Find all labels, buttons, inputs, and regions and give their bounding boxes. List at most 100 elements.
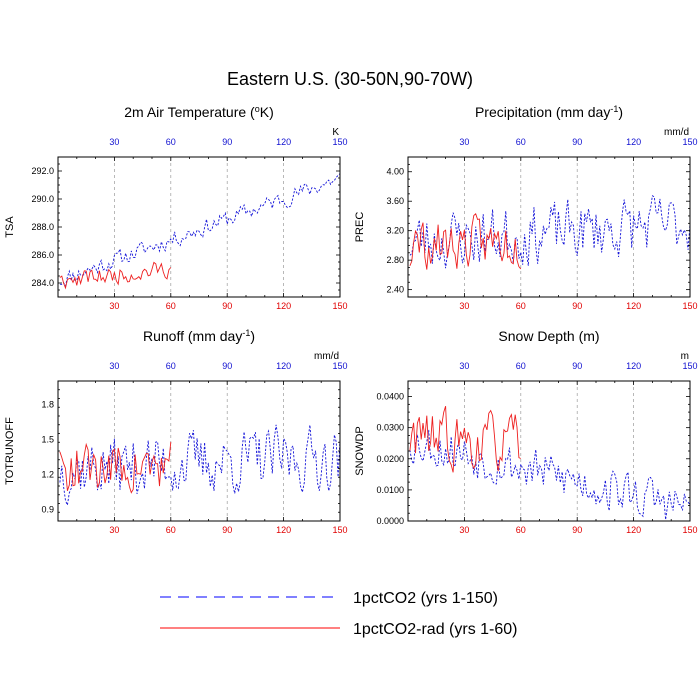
plot-frame xyxy=(57,380,341,522)
x-tick-label-top: 90 xyxy=(572,361,582,371)
panel-snowdp: Snow Depth (m) m 30 30 60 60 90 90 120 120 150 150 0… xyxy=(354,328,698,535)
y-tick-label: 292.0 xyxy=(31,166,54,176)
x-tick-label: 150 xyxy=(682,525,697,535)
panel-title: Snow Depth (m) xyxy=(498,328,599,344)
x-tick-label: 120 xyxy=(276,301,291,311)
x-tick-label: 30 xyxy=(459,301,469,311)
unit-label: mm/d xyxy=(314,351,339,362)
y-tick-label: 3.60 xyxy=(386,196,404,206)
x-tick-label-top: 30 xyxy=(109,361,119,371)
panel-title-end: ) xyxy=(618,104,623,120)
plot-frame xyxy=(407,380,691,522)
series-line-rad xyxy=(59,441,172,494)
x-tick-label: 30 xyxy=(109,301,119,311)
x-tick-label: 120 xyxy=(626,301,641,311)
x-tick-label-top: 120 xyxy=(276,137,291,147)
y-tick-label: 1.5 xyxy=(41,434,54,444)
x-tick-label: 30 xyxy=(459,525,469,535)
y-axis-label: PREC xyxy=(354,212,366,243)
x-tick-label-top: 150 xyxy=(332,137,347,147)
series-line-1pctCO2 xyxy=(59,424,341,507)
unit-label: mm/d xyxy=(664,127,689,138)
series-line-1pctCO2 xyxy=(409,195,691,269)
y-tick-label: 3.20 xyxy=(386,226,404,236)
x-tick-label-top: 150 xyxy=(682,361,697,371)
legend: 1pctCO2 (yrs 1-150) 1pctCO2-rad (yrs 1-6… xyxy=(160,590,518,638)
x-tick-label: 60 xyxy=(166,301,176,311)
y-tick-label: 290.0 xyxy=(31,194,54,204)
x-tick-label: 60 xyxy=(516,525,526,535)
panel-title-sup: o xyxy=(255,104,260,114)
x-tick-label-top: 60 xyxy=(516,137,526,147)
y-axis-label: SNOWDP xyxy=(354,426,366,476)
x-tick-label: 150 xyxy=(332,525,347,535)
x-tick-label-top: 90 xyxy=(222,361,232,371)
panel-totrunoff: Runoff (mm day-1) mm/d 30 30 60 60 90 90 120 120 1… xyxy=(4,328,348,535)
x-tick-label: 60 xyxy=(516,301,526,311)
y-axis-label: TOTRUNOFF xyxy=(4,417,16,485)
x-tick-label-top: 120 xyxy=(626,361,641,371)
y-tick-label: 2.40 xyxy=(386,285,404,295)
y-axis-label: TSA xyxy=(4,216,16,238)
panels: 2m Air Temperature (oK) K 30 30 60 60 90 90 120 1… xyxy=(4,104,698,535)
series-line-rad xyxy=(409,405,521,473)
series-line-1pctCO2 xyxy=(59,173,341,288)
panel-tsa: 2m Air Temperature (oK) K 30 30 60 60 90 90 120 1… xyxy=(4,104,348,311)
figure-title: Eastern U.S. (30-50N,90-70W) xyxy=(227,69,473,89)
panel-title-end: ) xyxy=(250,328,255,344)
x-tick-label: 30 xyxy=(109,525,119,535)
y-tick-label: 1.8 xyxy=(41,399,54,409)
y-tick-label: 0.9 xyxy=(41,504,54,514)
x-tick-label: 90 xyxy=(572,525,582,535)
unit-label: K xyxy=(332,127,339,138)
x-tick-label: 150 xyxy=(332,301,347,311)
series-line-rad xyxy=(59,261,172,290)
y-tick-label: 0.0200 xyxy=(376,454,404,464)
x-tick-label-top: 120 xyxy=(626,137,641,147)
panel-title-main: 2m Air Temperature ( xyxy=(124,104,255,120)
panel-title-sup: -1 xyxy=(610,104,618,114)
x-tick-label-top: 60 xyxy=(166,361,176,371)
x-tick-label-top: 60 xyxy=(166,137,176,147)
legend-label-1pctCO2: 1pctCO2 (yrs 1-150) xyxy=(353,590,498,607)
panel-title-main: Snow Depth (m) xyxy=(498,328,599,344)
panel-title-sup: -1 xyxy=(242,328,250,338)
x-tick-label: 60 xyxy=(166,525,176,535)
x-tick-label-top: 150 xyxy=(682,137,697,147)
plot-frame xyxy=(407,156,691,298)
y-tick-label: 0.0000 xyxy=(376,516,404,526)
x-tick-label-top: 30 xyxy=(109,137,119,147)
x-tick-label-top: 60 xyxy=(516,361,526,371)
panel-prec: Precipitation (mm day-1) mm/d 30 30 60 60 90 90… xyxy=(354,104,698,311)
panel-title-main: Precipitation (mm day xyxy=(475,104,610,120)
x-tick-label: 90 xyxy=(222,525,232,535)
x-tick-label-top: 30 xyxy=(459,361,469,371)
legend-label-rad: 1pctCO2-rad (yrs 1-60) xyxy=(353,621,518,638)
series-line-rad xyxy=(409,213,522,270)
x-tick-label-top: 90 xyxy=(572,137,582,147)
y-tick-label: 2.80 xyxy=(386,255,404,265)
x-tick-label-top: 90 xyxy=(222,137,232,147)
x-tick-label: 90 xyxy=(222,301,232,311)
panel-title: 2m Air Temperature (oK) xyxy=(124,104,273,120)
y-tick-label: 0.0400 xyxy=(376,392,404,402)
y-tick-label: 4.00 xyxy=(386,167,404,177)
x-tick-label: 150 xyxy=(682,301,697,311)
x-tick-label: 120 xyxy=(276,525,291,535)
panel-title: Precipitation (mm day-1) xyxy=(475,104,623,120)
panel-title-main: Runoff (mm day xyxy=(143,328,242,344)
y-tick-label: 288.0 xyxy=(31,222,54,232)
x-tick-label: 120 xyxy=(626,525,641,535)
y-tick-label: 0.0300 xyxy=(376,423,404,433)
x-tick-label-top: 30 xyxy=(459,137,469,147)
y-tick-label: 0.0100 xyxy=(376,485,404,495)
panel-title: Runoff (mm day-1) xyxy=(143,328,255,344)
series-line-1pctCO2 xyxy=(409,429,691,520)
y-tick-label: 1.2 xyxy=(41,469,54,479)
y-tick-label: 286.0 xyxy=(31,250,54,260)
x-tick-label: 90 xyxy=(572,301,582,311)
x-tick-label-top: 120 xyxy=(276,361,291,371)
unit-label: m xyxy=(681,351,689,362)
panel-title-end: K) xyxy=(260,104,274,120)
